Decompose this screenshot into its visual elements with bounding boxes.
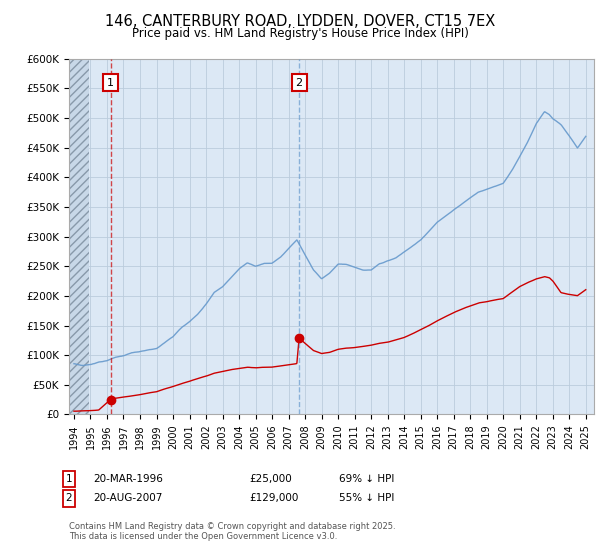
Text: 20-MAR-1996: 20-MAR-1996: [93, 474, 163, 484]
Bar: [69, 59, 89, 414]
Text: 20-AUG-2007: 20-AUG-2007: [93, 493, 163, 503]
Text: 146, CANTERBURY ROAD, LYDDEN, DOVER, CT15 7EX: 146, CANTERBURY ROAD, LYDDEN, DOVER, CT1…: [105, 14, 495, 29]
Text: 2: 2: [65, 493, 73, 503]
Text: Contains HM Land Registry data © Crown copyright and database right 2025.
This d: Contains HM Land Registry data © Crown c…: [69, 522, 395, 542]
Text: 1: 1: [65, 474, 73, 484]
Text: £25,000: £25,000: [249, 474, 292, 484]
Text: 2: 2: [296, 77, 303, 87]
Text: Price paid vs. HM Land Registry's House Price Index (HPI): Price paid vs. HM Land Registry's House …: [131, 27, 469, 40]
Text: 55% ↓ HPI: 55% ↓ HPI: [339, 493, 394, 503]
Text: 69% ↓ HPI: 69% ↓ HPI: [339, 474, 394, 484]
Text: £129,000: £129,000: [249, 493, 298, 503]
Text: 1: 1: [107, 77, 114, 87]
